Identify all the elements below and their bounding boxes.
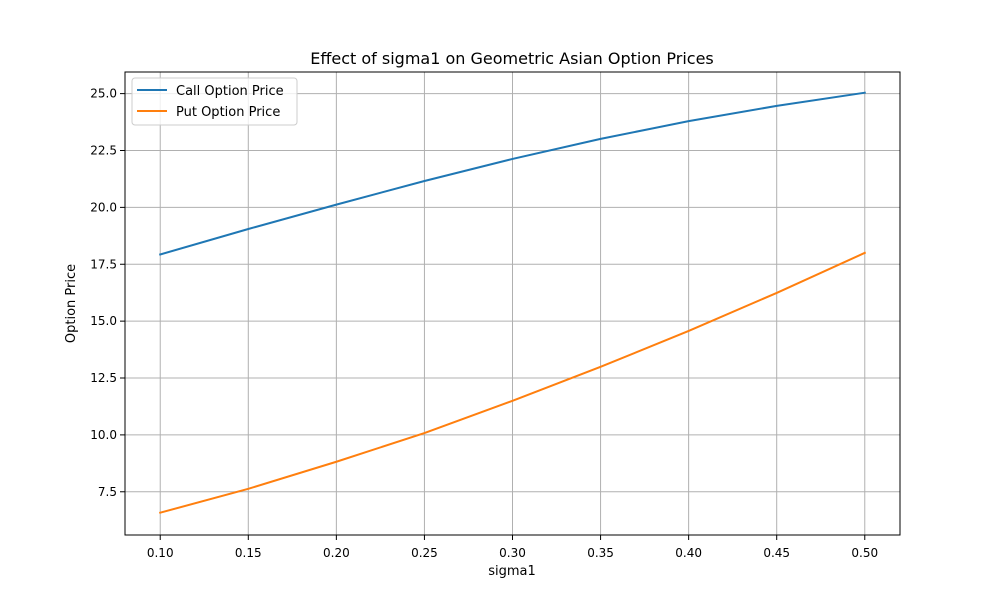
series-line-call-option-price xyxy=(158,91,866,256)
y-tick-label: 20.0 xyxy=(90,200,117,214)
y-axis-label: Option Price xyxy=(64,264,79,343)
x-axis-label: sigma1 xyxy=(488,564,536,579)
x-tick-label: 0.45 xyxy=(763,546,790,560)
x-tick-label: 0.20 xyxy=(323,546,350,560)
x-tick-label: 0.40 xyxy=(675,546,702,560)
x-tick-label: 0.30 xyxy=(499,546,526,560)
y-tick-label: 17.5 xyxy=(90,257,117,271)
y-tick-label: 10.0 xyxy=(90,428,117,442)
grid-lines xyxy=(125,72,900,535)
x-tick-label: 0.50 xyxy=(851,546,878,560)
y-tick-label: 12.5 xyxy=(90,371,117,385)
x-tick-label: 0.10 xyxy=(147,546,174,560)
chart-title: Effect of sigma1 on Geometric Asian Opti… xyxy=(310,49,714,68)
legend-box xyxy=(131,77,298,126)
axis-ticks: 0.10 0.15 0.20 0.25 0.30 0.35 0.40 0.45 0.50 7.5 1… xyxy=(90,87,878,560)
series-line-put-option-price xyxy=(159,251,867,514)
y-tick-label: 25.0 xyxy=(90,87,117,101)
legend-label-call-option-price: Call Option Price xyxy=(176,84,284,99)
y-tick-label: 7.5 xyxy=(98,485,117,499)
x-tick-label: 0.15 xyxy=(235,546,262,560)
x-tick-label: 0.25 xyxy=(411,546,438,560)
legend: Call Option Price Put Option Price xyxy=(131,77,298,126)
legend-label-put-option-price: Put Option Price xyxy=(176,105,280,120)
y-tick-label: 15.0 xyxy=(90,314,117,328)
x-tick-label: 0.35 xyxy=(587,546,614,560)
series-lines xyxy=(158,91,867,514)
y-tick-label: 22.5 xyxy=(90,143,117,157)
